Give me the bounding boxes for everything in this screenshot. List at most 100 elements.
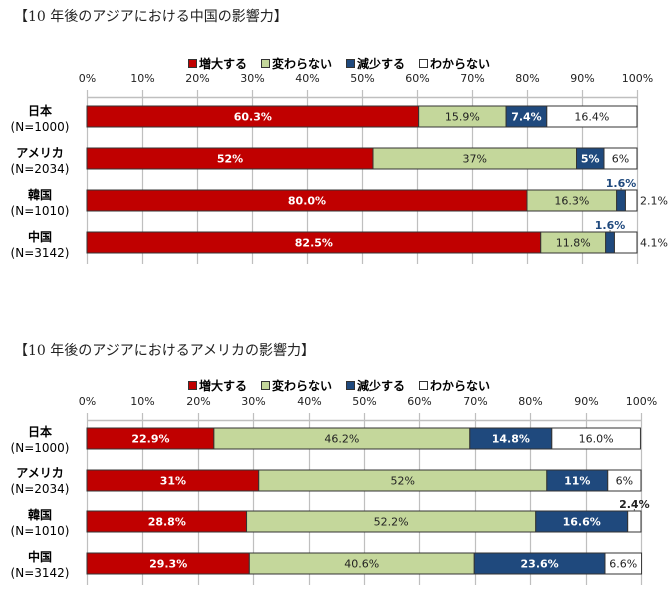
data-label: 16.3%: [554, 195, 589, 208]
legend-label: 変わらない: [272, 57, 333, 71]
data-label: 52%: [217, 153, 243, 166]
x-tick-label: 20%: [185, 72, 209, 85]
category-name: 中国: [27, 230, 52, 244]
x-tick-label: 30%: [240, 72, 264, 85]
bar-segment-unknown: [604, 552, 643, 575]
legend-swatch: [188, 59, 197, 68]
data-label: 15.9%: [445, 111, 480, 124]
data-label: 16.4%: [574, 111, 609, 124]
legend-swatch: [346, 381, 356, 390]
data-label: 2.4%: [619, 498, 650, 511]
chart-china-influence: 【10 年後のアジアにおける中国の影響力】 増大する 変わらない 減少する わか…: [0, 0, 670, 300]
category-n: (N=2034): [10, 482, 70, 496]
legend-item-unknown: わからない: [419, 55, 490, 72]
data-label: 29.3%: [149, 558, 187, 571]
data-label: 6%: [612, 153, 629, 166]
category-label: アメリカ (N=2034): [0, 145, 80, 177]
chart-title: 【10 年後のアジアにおける中国の影響力】: [14, 9, 288, 25]
chart-title: 【10 年後のアジアにおけるアメリカの影響力】: [14, 343, 316, 359]
data-label: 14.8%: [492, 433, 530, 446]
data-label: 28.8%: [148, 516, 186, 529]
x-tick-label: 80%: [518, 395, 542, 408]
legend-swatch: [188, 381, 197, 390]
x-tick-label: 30%: [241, 395, 265, 408]
data-label: 16.6%: [563, 516, 601, 529]
legend-label: 減少する: [357, 57, 406, 71]
data-label: 40.6%: [344, 558, 379, 571]
category-name: 韓国: [27, 508, 52, 522]
x-tick-label: 50%: [350, 72, 374, 85]
legend-item-unchanged: 変わらない: [261, 377, 332, 394]
legend-item-decrease: 減少する: [346, 55, 405, 72]
legend-item-decrease: 減少する: [346, 377, 405, 394]
category-n: (N=1000): [10, 441, 70, 455]
legend-swatch: [261, 381, 271, 390]
bar-segment-unknown: [551, 427, 641, 450]
bar-segment-unknown: [627, 510, 642, 533]
bar-segment-unknown: [613, 231, 638, 254]
data-label: 7.4%: [511, 111, 542, 124]
category-label: 日本 (N=1000): [0, 103, 80, 135]
data-label: 52.2%: [374, 516, 409, 529]
legend-item-increase: 増大する: [188, 377, 247, 394]
legend-item-unknown: わからない: [419, 377, 490, 394]
data-label: 2.1%: [640, 195, 668, 208]
category-name: アメリカ: [16, 146, 64, 160]
x-tick-label: 90%: [574, 395, 598, 408]
legend: 増大する 変わらない 減少する わからない: [188, 55, 490, 72]
data-label: 52%: [391, 475, 415, 488]
data-label: 11%: [564, 475, 590, 488]
legend-swatch: [419, 59, 429, 68]
data-label: 60.3%: [234, 111, 272, 124]
data-label: 6.6%: [609, 558, 637, 571]
category-name: 日本: [27, 104, 52, 118]
data-label: 1.6%: [595, 219, 626, 232]
data-label: 31%: [160, 475, 186, 488]
category-label: 韓国 (N=1010): [0, 187, 80, 219]
x-tick-label: 10%: [130, 72, 154, 85]
x-tick-label: 90%: [570, 72, 594, 85]
legend-item-unchanged: 変わらない: [261, 55, 332, 72]
legend-label: 増大する: [199, 379, 248, 393]
legend-label: 増大する: [199, 57, 248, 71]
x-tick-label: 70%: [460, 72, 484, 85]
x-tick-label: 40%: [297, 395, 321, 408]
x-tick-label: 20%: [186, 395, 210, 408]
category-label: 中国 (N=3142): [0, 229, 80, 261]
category-n: (N=1010): [10, 524, 70, 538]
x-tick-label: 60%: [405, 72, 429, 85]
bar-segment-unknown: [546, 105, 638, 128]
x-tick-label: 100%: [626, 395, 657, 408]
data-label: 4.1%: [640, 237, 668, 250]
x-tick-label: 60%: [407, 395, 431, 408]
legend-label: わからない: [430, 57, 491, 71]
data-label: 11.8%: [556, 237, 591, 250]
category-name: アメリカ: [16, 466, 64, 480]
data-label: 5%: [581, 153, 600, 166]
bar-segment-unknown: [603, 147, 638, 170]
data-label: 46.2%: [324, 433, 359, 446]
data-label: 37%: [463, 153, 487, 166]
x-tick-label: 0%: [79, 395, 96, 408]
data-label: 80.0%: [288, 195, 326, 208]
x-tick-label: 0%: [79, 72, 96, 85]
category-n: (N=2034): [10, 162, 70, 176]
legend-swatch: [346, 59, 356, 68]
data-label: 23.6%: [521, 558, 559, 571]
data-label: 6%: [616, 475, 633, 488]
legend-label: 減少する: [357, 379, 406, 393]
data-label: 16.0%: [579, 433, 614, 446]
category-label: 韓国 (N=1010): [0, 507, 80, 539]
legend-swatch: [261, 59, 271, 68]
category-n: (N=3142): [10, 566, 70, 580]
x-tick-label: 80%: [515, 72, 539, 85]
category-label: 中国 (N=3142): [0, 549, 80, 581]
x-tick-label: 40%: [295, 72, 319, 85]
category-n: (N=1000): [10, 120, 70, 134]
x-tick-label: 100%: [622, 72, 653, 85]
x-tick-label: 70%: [463, 395, 487, 408]
x-tick-label: 50%: [352, 395, 376, 408]
category-name: 韓国: [27, 188, 52, 202]
